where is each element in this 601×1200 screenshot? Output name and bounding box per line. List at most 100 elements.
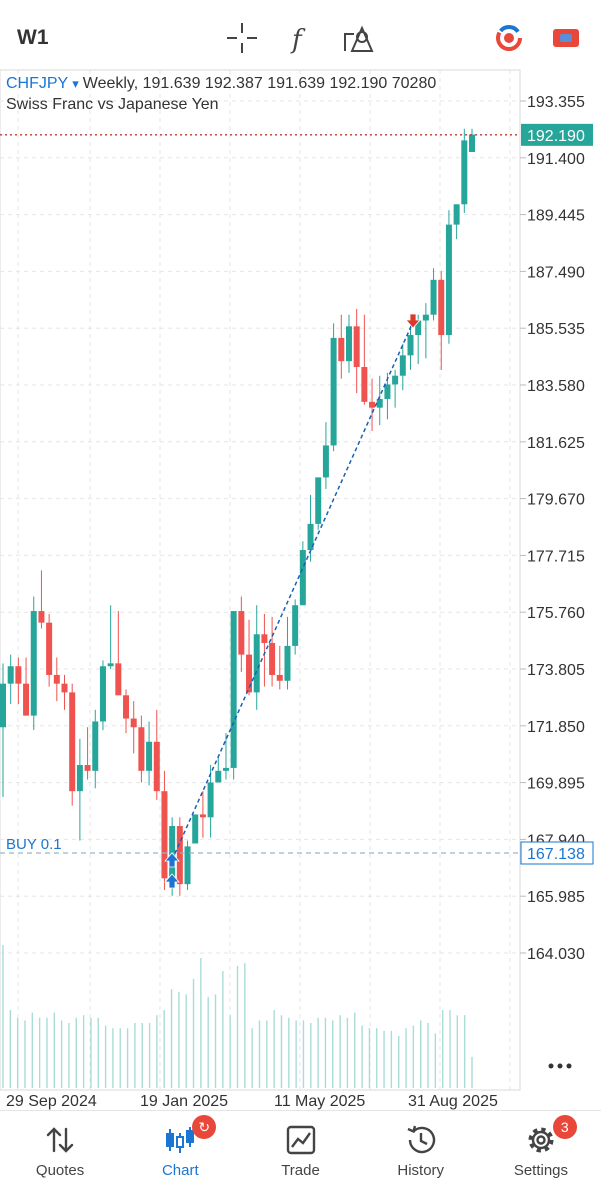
candle-body [153,741,160,792]
candle-body [76,765,83,792]
price-tick-label: 175.760 [527,605,585,622]
timeframe-button[interactable]: W1 [17,26,49,49]
svg-text:f: f [290,25,306,55]
candle-body [184,846,191,885]
candles [0,128,475,896]
time-tick-label: 19 Jan 2025 [140,1093,228,1110]
current-price-label: 192.190 [527,128,585,145]
candle-body [469,134,475,152]
nav-settings[interactable]: 3 Settings [481,1111,601,1200]
candle-body [7,666,14,684]
candle-body [292,605,299,646]
chart-color-icon[interactable] [548,20,584,56]
nav-history-label: History [397,1162,445,1179]
candle-body [438,279,445,336]
candle-body [238,611,245,655]
candle-body [222,767,229,771]
candle-body [392,375,399,385]
candle-body [84,765,91,771]
candle-body [130,718,137,728]
function-icon[interactable]: f [282,20,318,56]
time-tick-label: 29 Sep 2024 [6,1093,97,1110]
symbol-dropdown-icon[interactable]: ▾ [72,76,79,91]
ohlc-summary: Weekly, 191.639 192.387 191.639 192.190 … [82,75,437,92]
candle-body [407,335,414,356]
candle-body [138,727,145,771]
candle-body [246,654,253,693]
candle-body [376,398,383,408]
candle-body [61,683,68,693]
quotes-icon [46,1127,74,1153]
price-tick-label: 181.625 [527,435,585,452]
price-tick-label: 189.445 [527,208,585,225]
price-tick-label: 191.400 [527,151,585,168]
candle-body [92,721,99,771]
candle-body [276,674,283,681]
candle-body [361,366,368,402]
candle-body [192,814,199,844]
candle-body [345,326,352,362]
position-price-tag [520,841,594,865]
nav-quotes-label: Quotes [35,1162,85,1179]
candle-body [107,663,114,667]
candle-body [46,622,53,675]
price-tick-label: 165.985 [527,889,585,906]
chart-plot-area [0,69,521,1091]
symbol-label[interactable]: CHFJPY [6,75,69,92]
buy-arrow-icon [164,873,180,889]
bottom-navigation: Quotes ↻ Chart Trade [0,1110,601,1200]
trade-icon [286,1125,315,1155]
candle-body [0,683,6,728]
candle-body [338,337,345,362]
price-chart[interactable]: 193.355 191.400 189.445 187.490 185.535 183.5… [0,0,601,1110]
price-tick-label: 193.355 [527,94,585,111]
candle-body [369,401,376,408]
chart-icon [166,1127,195,1153]
time-tick-label: 11 May 2025 [274,1093,365,1110]
symbol-description: Swiss Franc vs Japanese Yen [6,96,219,113]
price-tick-label: 183.580 [527,378,585,395]
price-tick-label: 179.670 [527,492,585,509]
nav-chart[interactable]: ↻ Chart [120,1111,240,1200]
candle-body [453,204,460,225]
price-tick-label: 177.715 [527,548,585,565]
candle-body [399,355,406,376]
candle-body [99,666,106,722]
candle-body [322,445,329,478]
candle-body [430,279,437,315]
candle-body [230,611,237,768]
chart-overlays: 192.190 BUY 0.1 167.138 [0,123,594,889]
candle-body [146,741,153,771]
crosshair-icon[interactable] [224,20,260,56]
candle-body [30,611,37,716]
position-price-label: 167.138 [527,846,585,863]
nav-trade[interactable]: Trade [240,1111,360,1200]
candle-body [69,692,76,792]
refresh-icon: ↻ [192,1115,217,1139]
price-tick-label: 164.030 [527,946,585,963]
candle-body [199,814,206,818]
one-click-trading-icon[interactable] [491,20,527,56]
nav-settings-label: Settings [513,1162,569,1179]
candle-body [15,666,22,684]
price-tick-label: 169.895 [527,776,585,793]
price-tick-label: 187.490 [527,264,585,281]
nav-history[interactable]: History [361,1111,481,1200]
candle-body [123,695,130,719]
chart-toolbar: W1 f [0,0,601,70]
current-price-tag [521,123,593,146]
nav-quotes[interactable]: Quotes [0,1111,120,1200]
objects-icon[interactable] [340,20,376,56]
candle-body [115,663,122,696]
chart-grid [0,70,520,1090]
time-axis: 29 Sep 2024 19 Jan 2025 11 May 2025 31 Aug … [6,1093,498,1110]
chart-info: CHFJPY ▾ Weekly, 191.639 192.387 191.639 1… [6,75,436,93]
candle-body [445,224,452,336]
more-dots-icon[interactable] [545,1058,577,1074]
buy-arrow-icon [164,852,180,868]
price-tick-label: 185.535 [527,321,585,338]
history-icon [407,1125,435,1154]
candle-body [461,140,468,205]
price-axis: 193.355 191.400 189.445 187.490 185.535 183.5… [520,94,585,963]
